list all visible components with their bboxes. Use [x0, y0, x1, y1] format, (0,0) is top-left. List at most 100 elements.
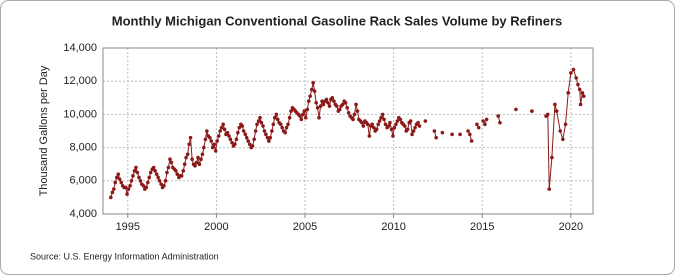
data-point: [185, 152, 190, 157]
data-point: [258, 115, 262, 120]
data-point: [125, 192, 129, 196]
data-point: [271, 122, 276, 127]
x-tick-label: 2015: [470, 221, 494, 233]
data-point: [265, 135, 270, 140]
data-point: [382, 117, 386, 122]
data-point: [434, 135, 438, 140]
data-point: [199, 157, 203, 162]
data-point: [386, 124, 391, 128]
data-point: [241, 129, 246, 133]
data-point: [230, 140, 234, 145]
data-point: [569, 71, 573, 75]
data-point: [272, 115, 277, 120]
data-point: [365, 122, 370, 127]
data-point: [115, 175, 119, 180]
data-point: [468, 132, 472, 137]
data-point: [159, 182, 163, 186]
data-point: [256, 119, 261, 123]
data-point: [392, 125, 397, 130]
data-point: [581, 94, 586, 98]
data-point: [440, 130, 445, 135]
data-point: [274, 112, 279, 117]
data-point: [346, 110, 351, 115]
data-point: [558, 129, 563, 133]
plot-area: [102, 47, 594, 215]
data-point: [244, 135, 249, 140]
data-point: [330, 96, 335, 100]
y-tick-label: 8,000: [69, 142, 97, 154]
data-point: [299, 117, 304, 122]
data-point: [222, 127, 227, 132]
data-point: [577, 87, 582, 92]
data-point: [132, 169, 137, 173]
data-point: [255, 122, 259, 127]
data-point: [153, 169, 157, 173]
data-point: [193, 164, 197, 168]
data-point: [315, 105, 320, 110]
data-point: [197, 162, 202, 166]
data-point: [147, 175, 152, 180]
source: Source: U.S. Energy Information Administ…: [30, 251, 219, 261]
data-point: [225, 130, 230, 135]
data-point: [360, 120, 364, 125]
data-point: [166, 165, 171, 170]
data-point: [337, 107, 342, 112]
data-point: [370, 122, 374, 127]
data-point: [574, 76, 578, 80]
data-point: [318, 104, 323, 108]
data-point: [514, 107, 518, 112]
data-point: [284, 125, 289, 130]
data-point: [165, 170, 169, 175]
data-point: [233, 142, 237, 147]
data-point: [112, 187, 116, 191]
data-point: [334, 104, 339, 108]
data-point: [200, 152, 205, 157]
data-point: [264, 132, 268, 137]
x-tick-label: 2020: [559, 221, 583, 233]
data-point: [416, 120, 420, 125]
data-point: [108, 195, 113, 200]
data-point: [298, 114, 302, 118]
data-point: [154, 172, 159, 176]
data-point: [137, 175, 141, 180]
data-point: [208, 135, 212, 140]
data-point: [275, 117, 280, 122]
x-tick-label: 2000: [204, 221, 228, 233]
data-point: [550, 155, 554, 160]
data-point: [168, 157, 172, 162]
data-point: [475, 122, 479, 127]
data-point: [326, 100, 330, 105]
data-point: [240, 124, 245, 128]
data-point: [243, 132, 248, 137]
data-point: [481, 119, 485, 123]
data-point: [184, 155, 188, 160]
data-point: [236, 130, 240, 135]
data-point: [458, 132, 462, 137]
y-tick-label: 12,000: [63, 75, 97, 87]
data-point: [213, 149, 218, 153]
data-point: [389, 127, 394, 132]
data-point: [289, 109, 293, 113]
data-point: [202, 145, 206, 150]
data-point: [340, 102, 345, 107]
data-point: [411, 129, 416, 133]
data-point: [352, 112, 357, 117]
data-point: [162, 183, 166, 188]
data-point: [210, 145, 215, 150]
data-point: [116, 172, 121, 176]
data-point: [157, 179, 162, 183]
data-point: [135, 170, 140, 175]
data-point: [554, 109, 559, 113]
data-point: [110, 190, 115, 195]
data-point: [144, 185, 149, 190]
x-tick-label: 1995: [116, 221, 140, 233]
data-point: [286, 122, 290, 127]
data-point: [218, 129, 222, 133]
data-point: [209, 139, 214, 143]
data-point: [278, 122, 283, 127]
data-point: [432, 129, 437, 133]
data-point: [345, 105, 350, 110]
data-point: [212, 142, 217, 147]
data-point: [228, 137, 233, 142]
